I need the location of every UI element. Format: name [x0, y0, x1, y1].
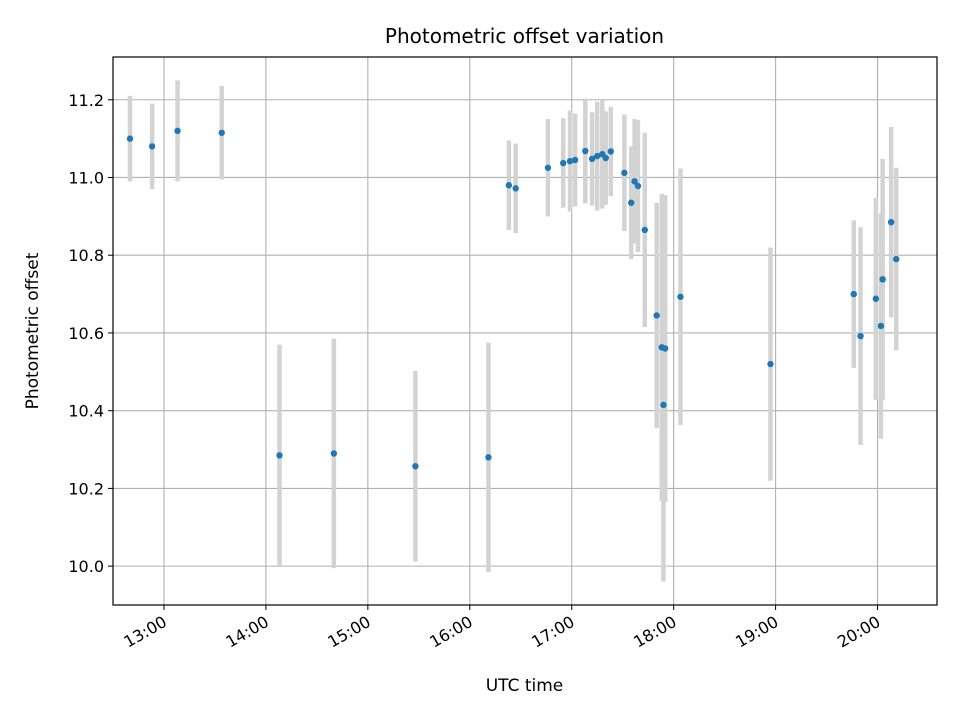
- data-point: [276, 452, 283, 459]
- data-point: [621, 169, 628, 177]
- data-point: [877, 322, 885, 330]
- data-point: [588, 155, 596, 163]
- data-point: [148, 143, 156, 150]
- y-tick-label: 10.4: [68, 402, 104, 421]
- data-point: [582, 147, 589, 155]
- data-point: [879, 276, 886, 283]
- data-point: [485, 454, 492, 461]
- data-point: [641, 226, 648, 234]
- x-tick-label: 14:00: [222, 612, 271, 652]
- y-axis-label: Photometric offset: [23, 252, 43, 409]
- data-point: [850, 290, 857, 298]
- chart-title: Photometric offset variation: [385, 24, 664, 48]
- data-point: [634, 182, 642, 190]
- plot-frame: [112, 56, 938, 606]
- data-points: [126, 127, 900, 470]
- data-point: [653, 312, 660, 319]
- x-tick-label: 15:00: [324, 612, 373, 652]
- data-point: [512, 185, 519, 192]
- data-point: [330, 450, 338, 457]
- data-point: [412, 463, 419, 470]
- data-point: [627, 199, 635, 206]
- x-tick-label: 13:00: [121, 612, 170, 652]
- y-tick-label: 11.2: [68, 91, 104, 110]
- x-tick-label: 18:00: [630, 612, 679, 652]
- y-tick-label: 11.0: [68, 168, 104, 187]
- grid-lines: [113, 57, 937, 605]
- y-tick-label: 10.8: [68, 246, 104, 265]
- data-point: [594, 152, 601, 160]
- data-point: [174, 127, 181, 135]
- data-point: [566, 157, 574, 165]
- data-point: [872, 295, 880, 302]
- data-point: [218, 129, 225, 136]
- y-tick-label: 10.2: [68, 479, 104, 498]
- data-point: [607, 148, 614, 155]
- data-point: [126, 135, 134, 142]
- data-point: [602, 154, 609, 162]
- y-tick-label: 10.0: [68, 557, 104, 576]
- x-tick-label: 17:00: [528, 612, 577, 652]
- data-point: [660, 401, 667, 409]
- y-axis-ticks: 10.0 10.2 10.4 10.6 10.8 11.0 11.2: [68, 91, 113, 576]
- data-point: [677, 293, 684, 300]
- x-tick-label: 20:00: [834, 612, 883, 652]
- error-bars: [127, 80, 899, 582]
- data-point: [893, 255, 900, 263]
- data-point: [661, 345, 669, 352]
- data-point: [544, 164, 552, 171]
- data-point: [767, 360, 774, 368]
- data-point: [560, 159, 567, 167]
- y-tick-label: 10.6: [68, 324, 104, 343]
- x-tick-label: 16:00: [426, 612, 475, 652]
- data-point: [857, 332, 864, 340]
- data-point: [631, 178, 638, 185]
- x-axis-ticks: 13:00 14:00 15:00 16:00 17:00 18:00 19:00 20:00: [121, 605, 884, 652]
- data-point: [571, 156, 579, 164]
- x-tick-label: 19:00: [732, 612, 781, 652]
- data-point: [887, 218, 895, 226]
- data-point: [505, 182, 513, 189]
- x-axis-label: UTC time: [486, 676, 564, 696]
